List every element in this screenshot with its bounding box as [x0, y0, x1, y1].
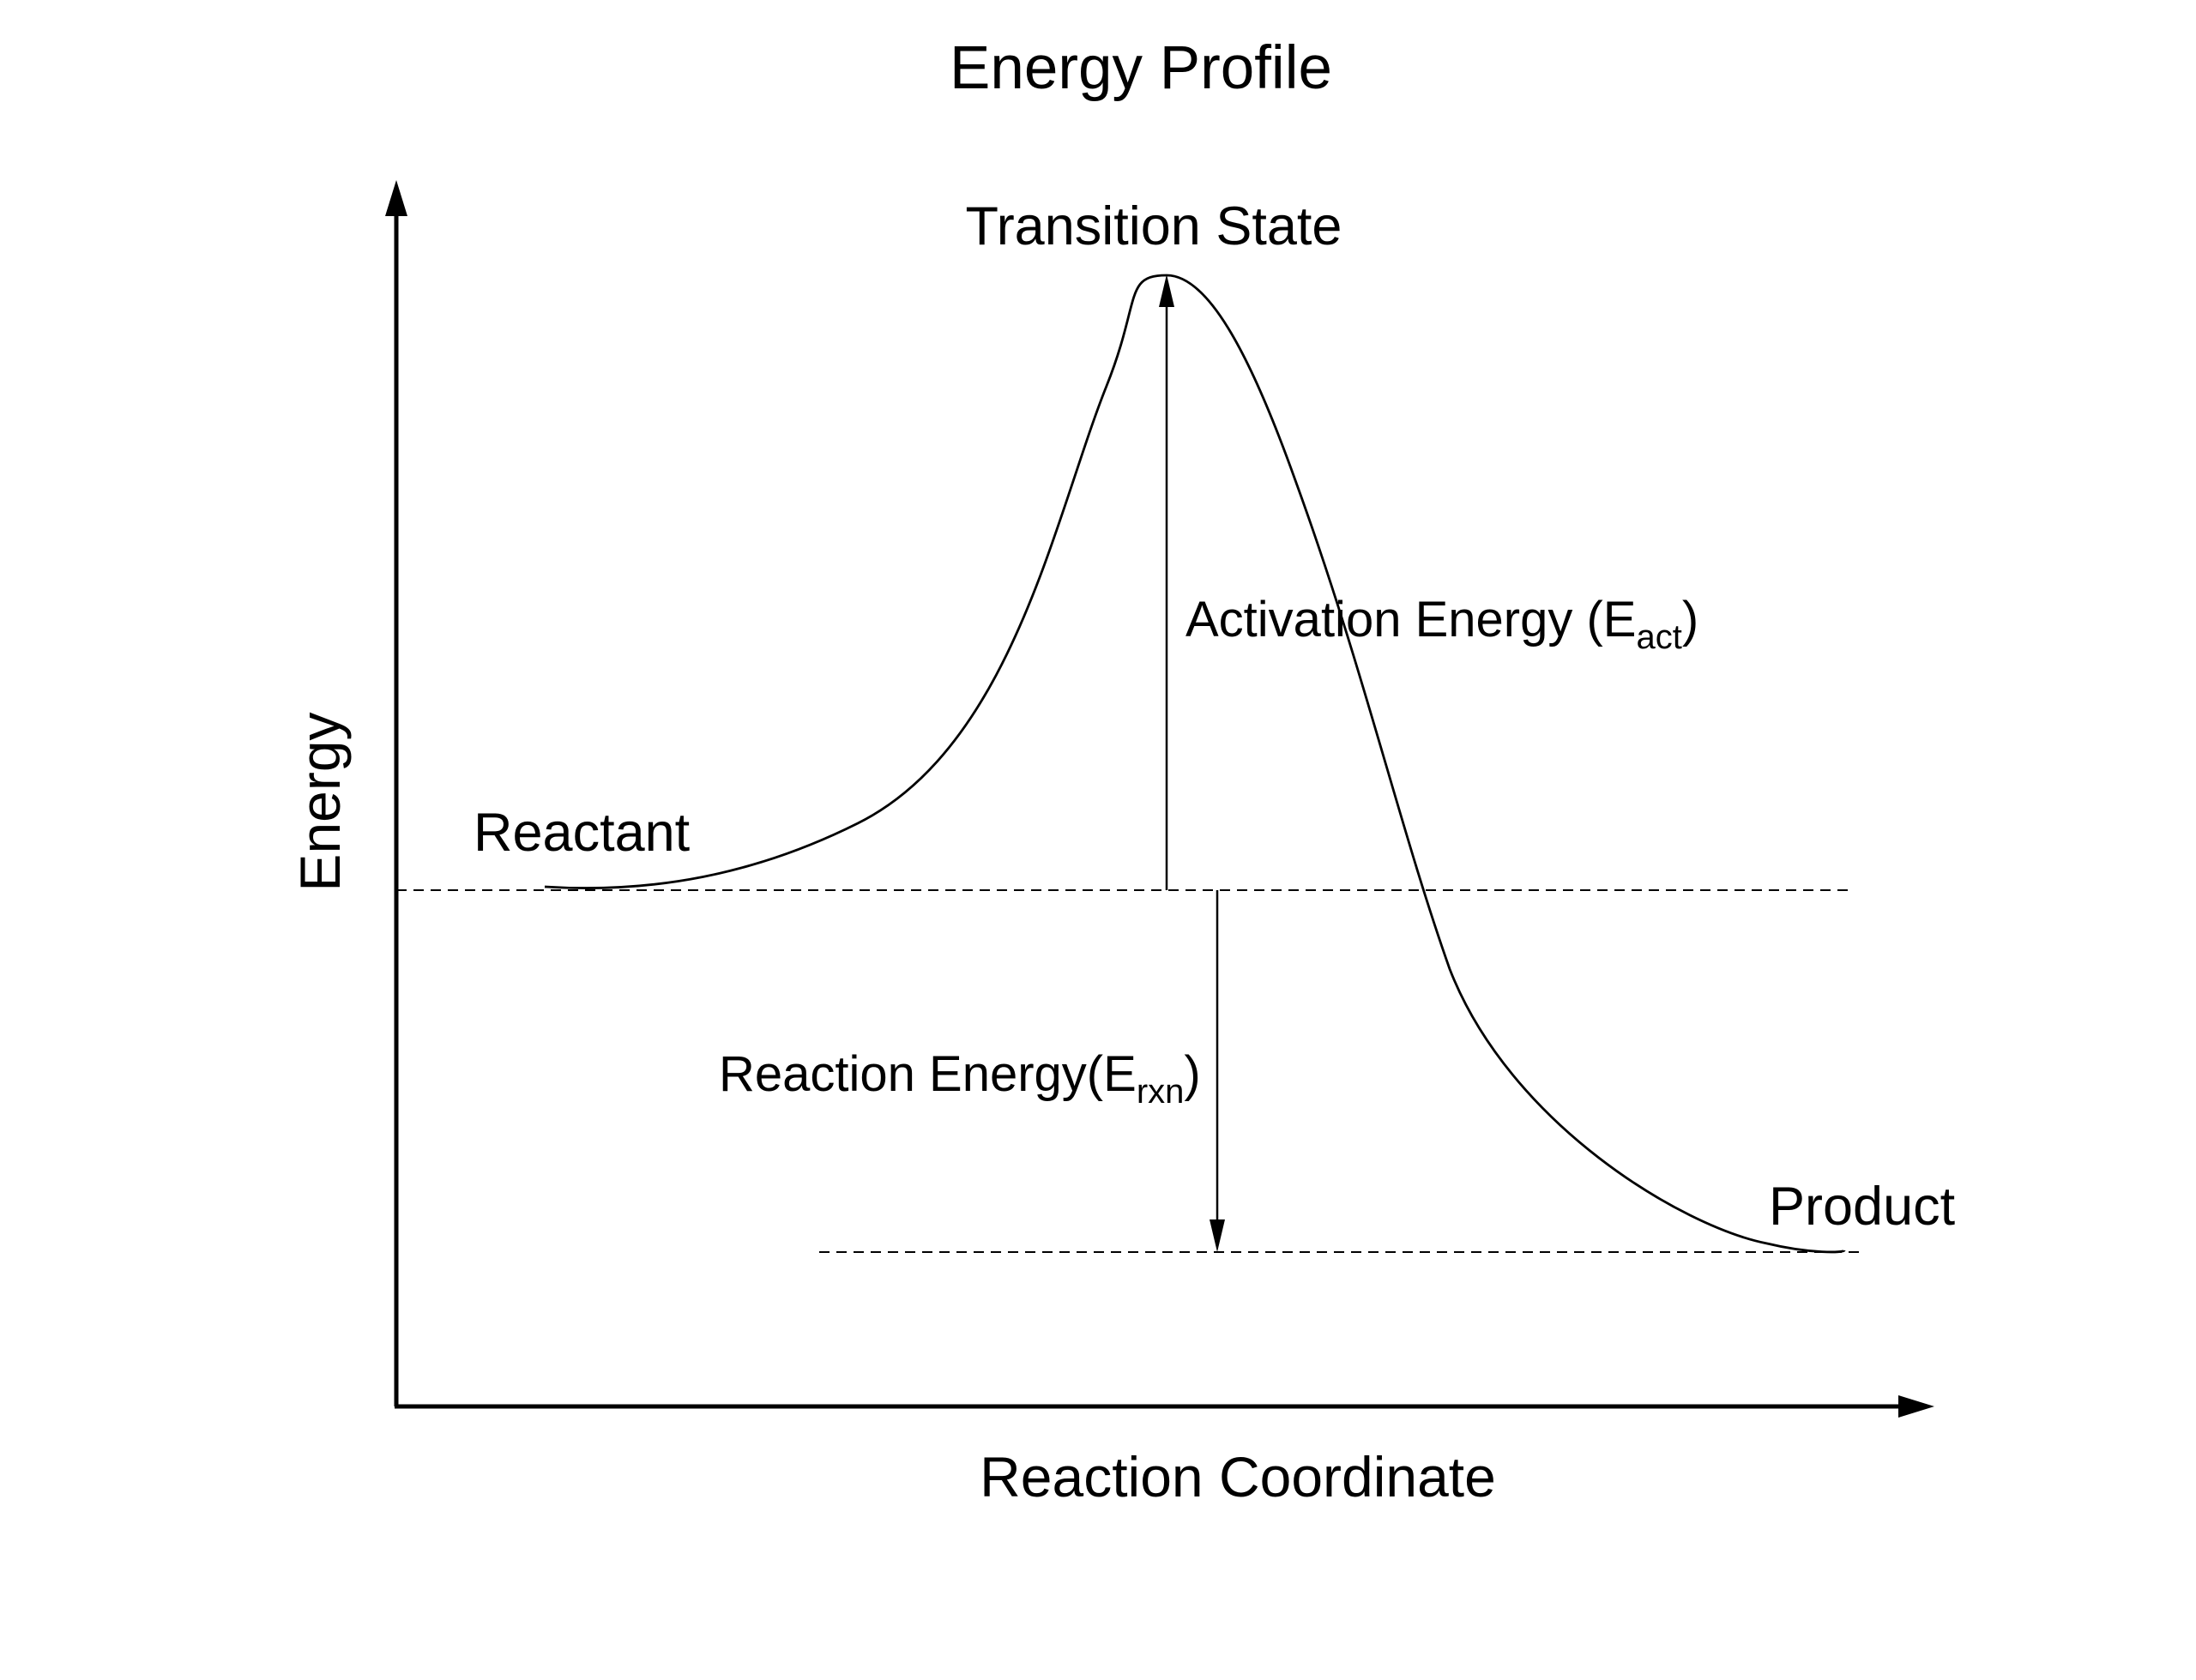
reaction-energy-subscript: rxn: [1137, 1073, 1185, 1111]
transition-state-label: Transition State: [966, 196, 1342, 256]
x-axis-title: Reaction Coordinate: [980, 1445, 1496, 1508]
activation-energy-label: Activation Energy (Eact): [1185, 592, 1698, 656]
y-axis-arrowhead: [385, 180, 407, 216]
energy-curve: [544, 274, 1846, 1254]
activation-energy-subscript: act: [1636, 618, 1681, 656]
reaction-energy-text: Reaction Energy(E: [719, 1046, 1137, 1102]
reaction-energy-close: ): [1184, 1046, 1200, 1102]
x-axis-arrowhead: [1898, 1395, 1934, 1418]
activation-energy-close: ): [1682, 592, 1698, 647]
reactant-label: Reactant: [474, 803, 691, 863]
reaction-energy-label: Reaction Energy(Erxn): [719, 1046, 1201, 1111]
activation-energy-arrowhead: [1159, 274, 1174, 307]
reaction-energy-arrowhead: [1210, 1219, 1225, 1252]
diagram-title: Energy Profile: [950, 34, 1332, 102]
y-axis-title: Energy: [288, 712, 352, 891]
product-label: Product: [1769, 1177, 1956, 1237]
activation-energy-text: Activation Energy (E: [1185, 592, 1636, 647]
